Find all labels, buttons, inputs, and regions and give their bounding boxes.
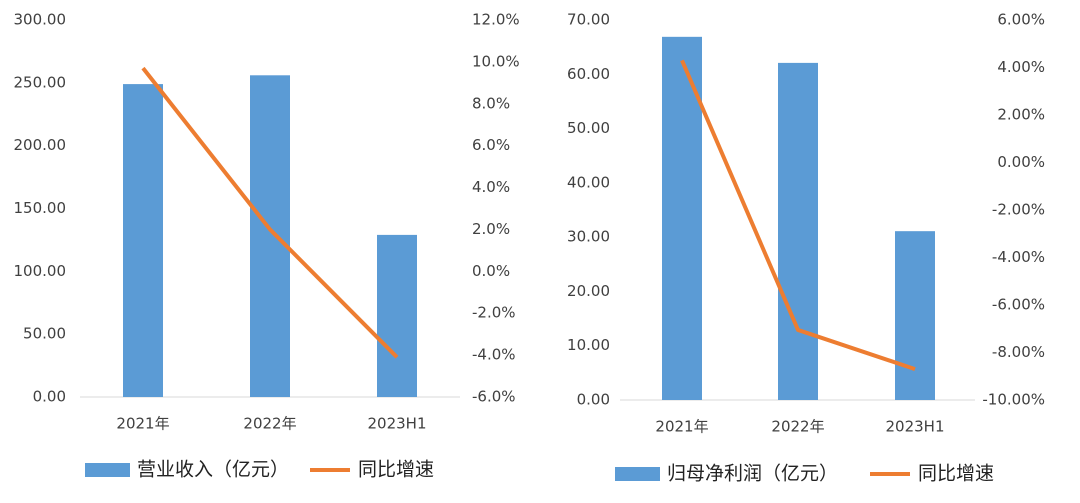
x-tick-label: 2021年 <box>116 415 169 433</box>
y2-tick-label: -6.0% <box>472 388 516 406</box>
y2-tick-label: 12.0% <box>472 11 520 29</box>
y2-tick-label: 8.0% <box>472 94 510 112</box>
y2-tick-label: -4.00% <box>992 248 1045 266</box>
y2-tick-label: 2.00% <box>997 106 1045 124</box>
y-tick-label: 20.00 <box>567 282 610 300</box>
y2-tick-label: 2.0% <box>472 220 510 238</box>
bar <box>377 234 417 397</box>
y-tick-label: 200.00 <box>14 136 67 154</box>
x-tick-label: 2023H1 <box>368 415 427 433</box>
y2-tick-label: -2.00% <box>992 201 1045 219</box>
y2-tick-label: -10.00% <box>982 391 1045 409</box>
legend-label: 同比增速 <box>918 463 994 485</box>
y2-tick-label: -4.0% <box>472 346 516 364</box>
y-tick-label: 50.00 <box>567 119 610 137</box>
legend-label: 归母净利润（亿元） <box>667 463 838 485</box>
y-tick-label: 10.00 <box>567 336 610 354</box>
y2-tick-label: 0.0% <box>472 262 510 280</box>
y2-tick-label: -6.00% <box>992 296 1045 314</box>
bar <box>250 75 290 397</box>
line <box>141 66 399 359</box>
legend-swatch <box>85 463 130 477</box>
x-tick-label: 2021年 <box>655 418 708 436</box>
y2-tick-label: 6.0% <box>472 136 510 154</box>
y2-tick-label: -2.0% <box>472 304 516 322</box>
legend-swatch <box>615 467 660 481</box>
y2-tick-label: 4.0% <box>472 178 510 196</box>
y-tick-label: 50.00 <box>23 325 66 343</box>
y-tick-label: 0.00 <box>33 388 66 406</box>
bar <box>895 231 935 400</box>
y-tick-label: 70.00 <box>567 11 610 29</box>
bar <box>662 36 702 400</box>
y-tick-label: 40.00 <box>567 173 610 191</box>
y-tick-label: 250.00 <box>14 73 67 91</box>
x-tick-label: 2022年 <box>771 418 824 436</box>
y-tick-label: 300.00 <box>14 11 67 29</box>
y2-tick-label: 10.0% <box>472 52 520 70</box>
x-tick-label: 2023H1 <box>886 418 945 436</box>
y-tick-label: 100.00 <box>14 262 67 280</box>
y-tick-label: 150.00 <box>14 199 67 217</box>
y-tick-label: 60.00 <box>567 65 610 83</box>
y2-tick-label: 0.00% <box>997 153 1045 171</box>
y-tick-label: 30.00 <box>567 228 610 246</box>
y2-tick-label: -8.00% <box>992 343 1045 361</box>
line <box>680 59 916 372</box>
y2-tick-label: 6.00% <box>997 11 1045 29</box>
legend-label: 同比增速 <box>358 459 434 481</box>
y2-tick-label: 4.00% <box>997 58 1045 76</box>
y-tick-label: 0.00 <box>577 391 610 409</box>
bar <box>778 62 818 401</box>
legend-label: 营业收入（亿元） <box>137 459 289 481</box>
x-tick-label: 2022年 <box>243 415 296 433</box>
bar <box>123 84 163 397</box>
